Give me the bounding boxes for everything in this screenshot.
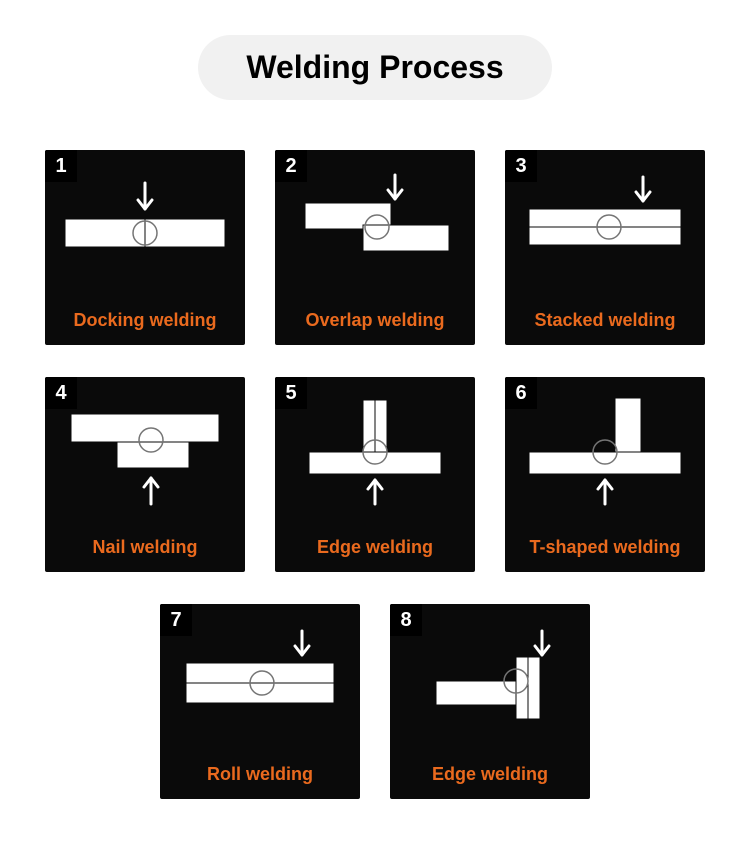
card-label: Roll welding	[160, 764, 360, 785]
card-diagram	[55, 387, 235, 527]
welding-card: 6T-shaped welding	[505, 377, 705, 572]
card-grid: 1Docking welding2Overlap welding3Stacked…	[45, 150, 705, 799]
welding-diagram	[515, 387, 695, 527]
card-label: Edge welding	[390, 764, 590, 785]
card-diagram	[515, 160, 695, 300]
welding-card: 2Overlap welding	[275, 150, 475, 345]
card-label: Edge welding	[275, 537, 475, 558]
welding-card: 8Edge welding	[390, 604, 590, 799]
page: Welding Process 1Docking welding2Overlap…	[0, 0, 750, 799]
card-diagram	[515, 387, 695, 527]
card-label: Docking welding	[45, 310, 245, 331]
card-label: Overlap welding	[275, 310, 475, 331]
page-title: Welding Process	[198, 35, 551, 100]
card-label: Nail welding	[45, 537, 245, 558]
card-diagram	[170, 614, 350, 754]
welding-diagram	[400, 614, 580, 754]
card-diagram	[400, 614, 580, 754]
welding-diagram	[170, 614, 350, 754]
card-diagram	[285, 160, 465, 300]
welding-diagram	[515, 160, 695, 300]
welding-diagram	[285, 387, 465, 527]
welding-diagram	[285, 160, 465, 300]
card-diagram	[285, 387, 465, 527]
card-diagram	[55, 160, 235, 300]
welding-diagram	[55, 387, 235, 527]
welding-card: 1Docking welding	[45, 150, 245, 345]
welding-card: 7Roll welding	[160, 604, 360, 799]
card-label: T-shaped welding	[505, 537, 705, 558]
card-label: Stacked welding	[505, 310, 705, 331]
welding-card: 4Nail welding	[45, 377, 245, 572]
welding-card: 5Edge welding	[275, 377, 475, 572]
welding-card: 3Stacked welding	[505, 150, 705, 345]
welding-diagram	[55, 160, 235, 300]
